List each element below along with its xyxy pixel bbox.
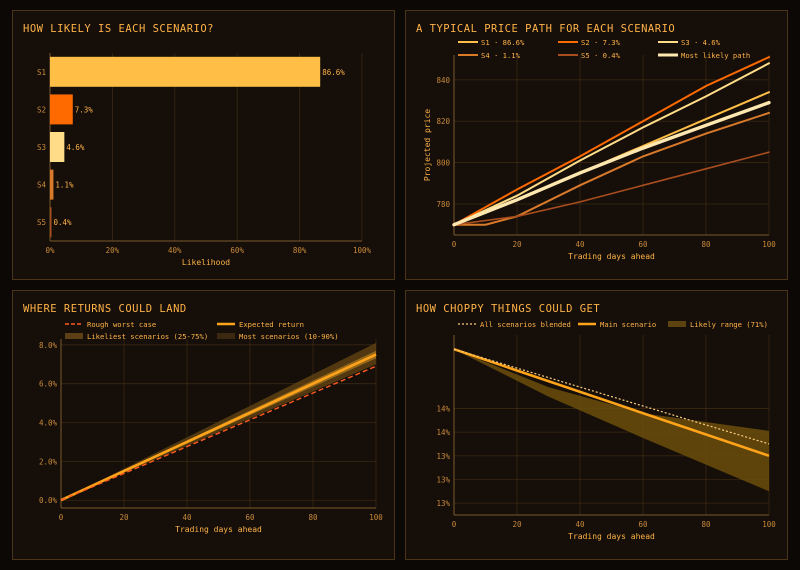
chart-price-paths: 0 20 40 60 80 100 Trading days ahead 780 800 820 8… xyxy=(423,38,776,261)
chart-return-range: 0 20 40 60 80 100 Trading days ahead 0.0% 2.0% 4.… xyxy=(39,320,383,534)
y-tick-label: 2.0% xyxy=(39,457,58,466)
panel-title: HOW LIKELY IS EACH SCENARIO? xyxy=(23,23,215,35)
bar-s2 xyxy=(50,94,73,125)
panel-price-paths: A TYPICAL PRICE PATH FOR EACH SCENARIO 0… xyxy=(405,10,788,280)
y-tick-label: S4 xyxy=(37,181,47,190)
chart-scenario-likelihood: 0% 20% 40% 60% 80% 100% Likelihood S1 86.6% S2 7.3… xyxy=(37,53,372,267)
x-tick-label: 40 xyxy=(575,240,585,249)
y-tick-label: 14% xyxy=(436,404,450,413)
series-line-5 xyxy=(453,151,770,226)
likely-range-band xyxy=(454,349,769,492)
x-tick-label: 20 xyxy=(512,520,522,529)
x-tick-label: 100 xyxy=(369,513,383,522)
data-label: 4.6% xyxy=(66,143,85,152)
legend-label: S3 · 4.6% xyxy=(681,38,721,47)
x-tick-label: 80 xyxy=(701,520,711,529)
y-tick-label: 8.0% xyxy=(39,341,58,350)
panel-scenario-likelihood: HOW LIKELY IS EACH SCENARIO? 0% 20% 40% 60%… xyxy=(12,10,395,280)
legend-label: S5 · 0.4% xyxy=(581,51,621,60)
x-tick-label: 0 xyxy=(452,240,457,249)
y-tick-label: 820 xyxy=(436,117,450,126)
y-tick-label: 13% xyxy=(436,475,450,484)
x-tick-label: 80 xyxy=(701,240,711,249)
panel-title: A TYPICAL PRICE PATH FOR EACH SCENARIO xyxy=(416,23,676,35)
bar-s5 xyxy=(50,207,52,238)
data-label: 1.1% xyxy=(55,181,74,190)
y-tick-label: S5 xyxy=(37,218,46,227)
x-tick-label: 60% xyxy=(230,246,244,255)
y-tick-label: 14% xyxy=(436,428,450,437)
panel-return-range: WHERE RETURNS COULD LAND 0 20 40 60 80 100 Tra… xyxy=(12,290,395,560)
y-tick-label: 800 xyxy=(436,159,450,168)
y-tick-label: S3 xyxy=(37,143,46,152)
x-axis-label: Trading days ahead xyxy=(568,252,655,261)
series-line-4 xyxy=(453,111,770,226)
x-tick-label: 60 xyxy=(638,520,648,529)
x-tick-label: 60 xyxy=(638,240,648,249)
bar-s1 xyxy=(50,56,321,87)
y-tick-label: 0.0% xyxy=(39,496,58,505)
x-tick-label: 60 xyxy=(245,513,255,522)
legend-label: All scenarios blended xyxy=(480,320,571,329)
y-tick-label: S2 xyxy=(37,105,46,114)
x-tick-label: 40 xyxy=(182,513,192,522)
band-10-90 xyxy=(61,342,376,501)
panel-title: HOW CHOPPY THINGS COULD GET xyxy=(416,303,601,315)
x-axis-label: Trading days ahead xyxy=(568,532,655,541)
x-tick-label: 80 xyxy=(308,513,318,522)
x-tick-label: 20 xyxy=(512,240,522,249)
main-scenario-line xyxy=(453,347,770,458)
x-axis-label: Trading days ahead xyxy=(175,525,262,534)
panel-title: WHERE RETURNS COULD LAND xyxy=(23,303,187,315)
y-axis-label: Projected price xyxy=(423,109,432,181)
legend-label: S2 · 7.3% xyxy=(581,38,621,47)
blended-line xyxy=(453,348,770,445)
bar-s4 xyxy=(50,169,54,200)
x-tick-label: 20% xyxy=(106,246,120,255)
worst-case-line xyxy=(60,365,377,501)
x-tick-label: 0 xyxy=(59,513,64,522)
data-label: 0.4% xyxy=(54,218,73,227)
x-tick-label: 40% xyxy=(168,246,182,255)
panel-volatility: HOW CHOPPY THINGS COULD GET 0 20 40 60 80 100… xyxy=(405,290,788,560)
x-axis-label: Likelihood xyxy=(182,258,230,267)
data-label: 7.3% xyxy=(75,105,94,114)
y-tick-label: 840 xyxy=(436,76,450,85)
series-line-6 xyxy=(452,100,771,227)
legend-swatch xyxy=(65,333,83,339)
legend-label: Most scenarios (10-90%) xyxy=(239,332,339,341)
legend-swatch xyxy=(668,321,686,327)
legend-label: Likeliest scenarios (25-75%) xyxy=(87,332,208,341)
y-tick-label: 4.0% xyxy=(39,419,58,428)
chart-volatility: 0 20 40 60 80 100 Trading days ahead 13% 13% 13% 1… xyxy=(436,320,776,541)
x-tick-label: 0 xyxy=(452,520,457,529)
legend-label: S1 · 86.6% xyxy=(481,38,525,47)
x-tick-label: 100 xyxy=(762,520,776,529)
legend-label: S4 · 1.1% xyxy=(481,51,521,60)
legend-label: Main scenario xyxy=(600,320,656,329)
x-tick-label: 0% xyxy=(45,246,55,255)
bar-s3 xyxy=(50,132,65,162)
data-label: 86.6% xyxy=(322,68,345,77)
x-tick-label: 20 xyxy=(119,513,129,522)
x-tick-label: 40 xyxy=(575,520,585,529)
y-tick-label: 13% xyxy=(436,452,450,461)
x-tick-label: 80% xyxy=(293,246,307,255)
legend-label: Rough worst case xyxy=(87,320,156,329)
legend-label: Expected return xyxy=(239,320,304,329)
legend-label: Likely range (71%) xyxy=(690,320,768,329)
legend-swatch xyxy=(217,333,235,339)
expected-return-line xyxy=(60,353,377,502)
series-line-2 xyxy=(453,56,770,226)
x-tick-label: 100 xyxy=(762,240,776,249)
y-tick-label: 780 xyxy=(436,200,450,209)
legend-label: Most likely path xyxy=(681,51,750,60)
series-line-3 xyxy=(453,62,770,226)
y-tick-label: 6.0% xyxy=(39,380,58,389)
x-tick-label: 100% xyxy=(353,246,372,255)
y-tick-label: S1 xyxy=(37,68,46,77)
y-tick-label: 13% xyxy=(436,499,450,508)
